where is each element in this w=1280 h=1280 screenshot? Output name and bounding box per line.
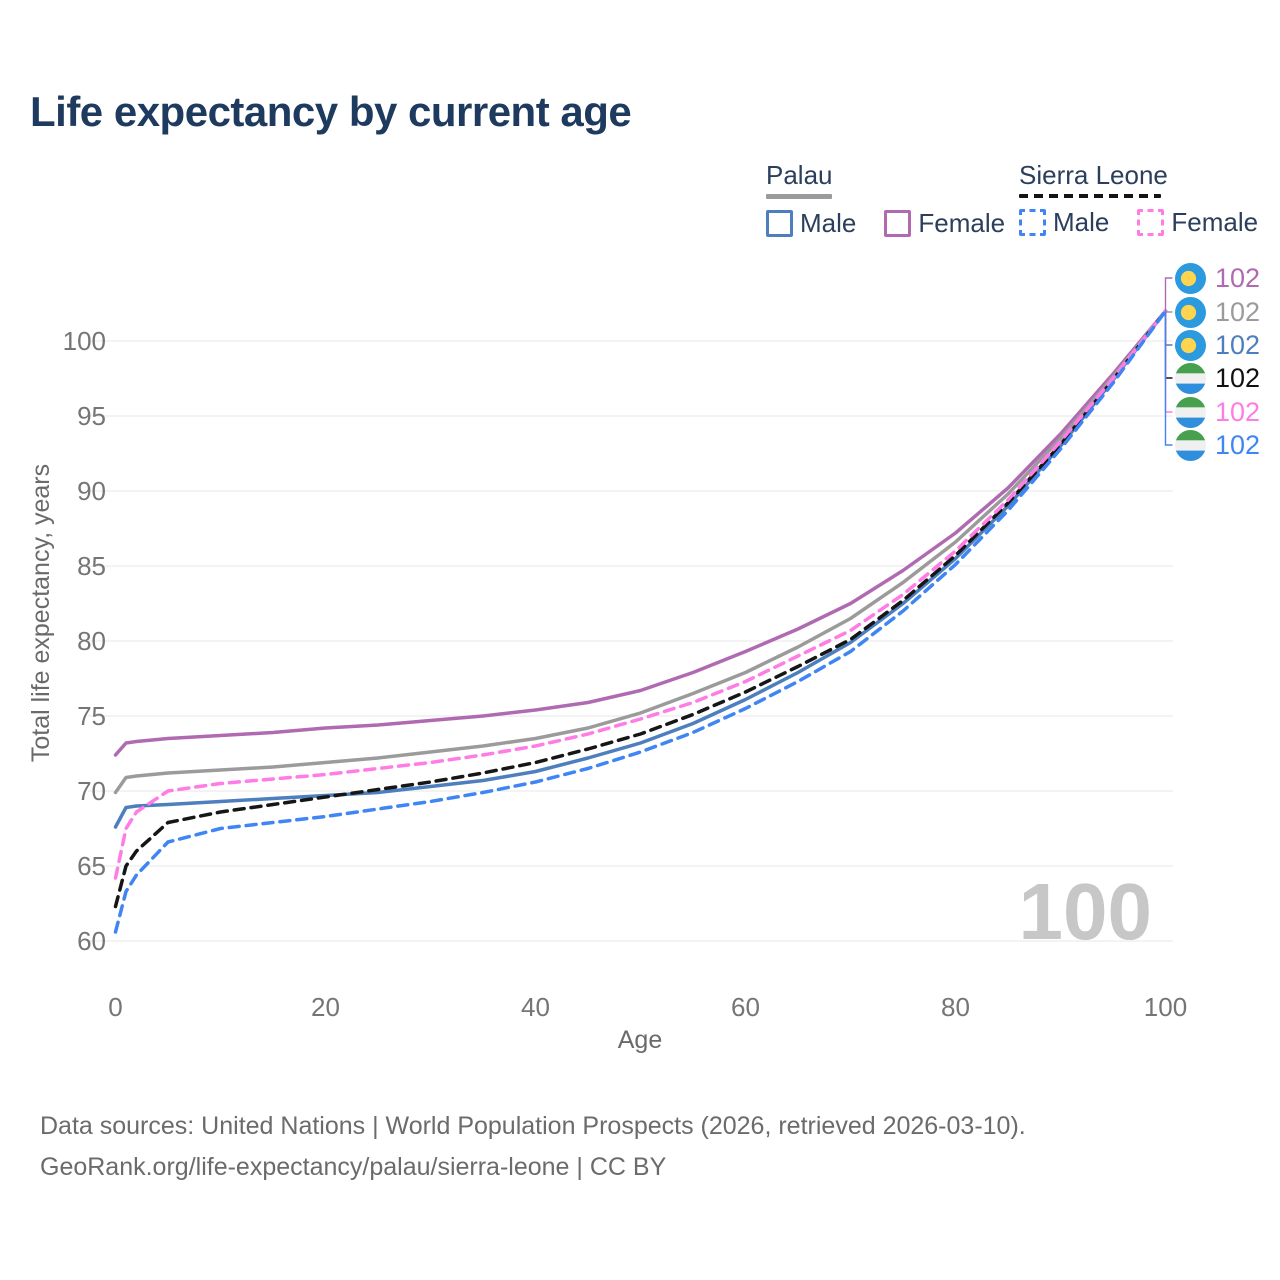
sierra-leone-flag-icon bbox=[1175, 429, 1206, 461]
x-axis-title: Age bbox=[617, 1026, 663, 1054]
end-label-connector bbox=[1164, 311, 1173, 446]
x-tick-label: 0 bbox=[108, 992, 122, 1022]
legend-title-sierra-leone: Sierra Leone bbox=[1019, 160, 1168, 190]
current-age-watermark: 100 bbox=[1018, 867, 1152, 956]
palau-solid-line-sample bbox=[766, 194, 832, 199]
series-line-palau-female bbox=[113, 309, 1168, 757]
legend-swatch-palau-female[interactable] bbox=[884, 210, 912, 237]
sierra-leone-dashed-line-sample bbox=[1019, 194, 1161, 198]
y-tick-label: 95 bbox=[77, 401, 106, 431]
y-tick-label: 60 bbox=[77, 926, 106, 956]
legend-label-palau-male[interactable]: Male bbox=[800, 208, 857, 238]
legend-swatch-palau-male[interactable] bbox=[766, 210, 793, 237]
footer-data-sources: Data sources: United Nations | World Pop… bbox=[40, 1112, 1026, 1140]
end-label-value: 102 bbox=[1215, 429, 1261, 460]
end-label-palau-both-sexes: 102 bbox=[1175, 296, 1261, 328]
footer-attribution: GeoRank.org/life-expectancy/palau/sierra… bbox=[40, 1153, 667, 1181]
palau-flag-icon bbox=[1175, 262, 1206, 294]
page-title: Life expectancy by current age bbox=[30, 88, 632, 135]
y-axis-title: Total life expectancy, years bbox=[27, 463, 55, 763]
legend-label-palau-female[interactable]: Female bbox=[918, 208, 1006, 238]
y-tick-label: 75 bbox=[77, 701, 106, 731]
end-label-value: 102 bbox=[1215, 296, 1261, 327]
x-tick-label: 100 bbox=[1144, 992, 1187, 1022]
x-tick-label: 20 bbox=[311, 992, 340, 1022]
sierra-leone-flag-icon bbox=[1175, 396, 1206, 428]
palau-flag-icon bbox=[1175, 296, 1206, 328]
legend-swatch-sierra-leone-male[interactable] bbox=[1019, 209, 1046, 236]
y-tick-label: 85 bbox=[77, 551, 106, 581]
end-label-sierra-leone-male: 102 bbox=[1175, 429, 1261, 461]
sierra-leone-flag-icon bbox=[1175, 362, 1206, 394]
y-tick-label: 80 bbox=[77, 626, 106, 656]
x-tick-label: 40 bbox=[521, 992, 550, 1022]
end-label-connector bbox=[1164, 311, 1173, 346]
end-label-connector bbox=[1164, 311, 1173, 413]
palau-flag-icon bbox=[1175, 329, 1206, 361]
y-tick-label: 70 bbox=[77, 776, 106, 806]
series-line-sierra-leone-female bbox=[113, 309, 1168, 880]
end-label-sierra-leone-both-sexes: 102 bbox=[1175, 362, 1261, 394]
x-tick-label: 60 bbox=[731, 992, 760, 1022]
y-tick-label: 90 bbox=[77, 476, 106, 506]
end-label-palau-male: 102 bbox=[1175, 329, 1261, 361]
legend-label-sierra-leone-female[interactable]: Female bbox=[1171, 207, 1259, 237]
end-label-value: 102 bbox=[1215, 362, 1261, 393]
legend-group-sierra-leone: Sierra Leone Male Female bbox=[1019, 160, 1258, 238]
end-label-connector bbox=[1164, 277, 1173, 311]
legend-group-palau: Palau Male Female bbox=[766, 160, 1005, 239]
series-line-sierra-leone-male bbox=[113, 309, 1168, 934]
end-label-value: 102 bbox=[1215, 262, 1261, 293]
end-label-sierra-leone-female: 102 bbox=[1175, 396, 1261, 428]
end-label-palau-female: 102 bbox=[1175, 262, 1261, 294]
series-line-palau-both-sexes bbox=[113, 309, 1168, 795]
footer: Data sources: United Nations | World Pop… bbox=[40, 1106, 1026, 1188]
legend-label-sierra-leone-male[interactable]: Male bbox=[1053, 207, 1110, 237]
legend-title-palau: Palau bbox=[766, 160, 833, 190]
series-line-sierra-leone-both-sexes bbox=[113, 309, 1168, 909]
legend-swatch-sierra-leone-female[interactable] bbox=[1137, 209, 1165, 236]
end-label-value: 102 bbox=[1215, 396, 1261, 427]
y-tick-label: 65 bbox=[77, 851, 106, 881]
y-tick-label: 100 bbox=[63, 326, 106, 356]
end-label-value: 102 bbox=[1215, 329, 1261, 360]
x-tick-label: 80 bbox=[941, 992, 970, 1022]
series-line-palau-male bbox=[113, 309, 1168, 829]
